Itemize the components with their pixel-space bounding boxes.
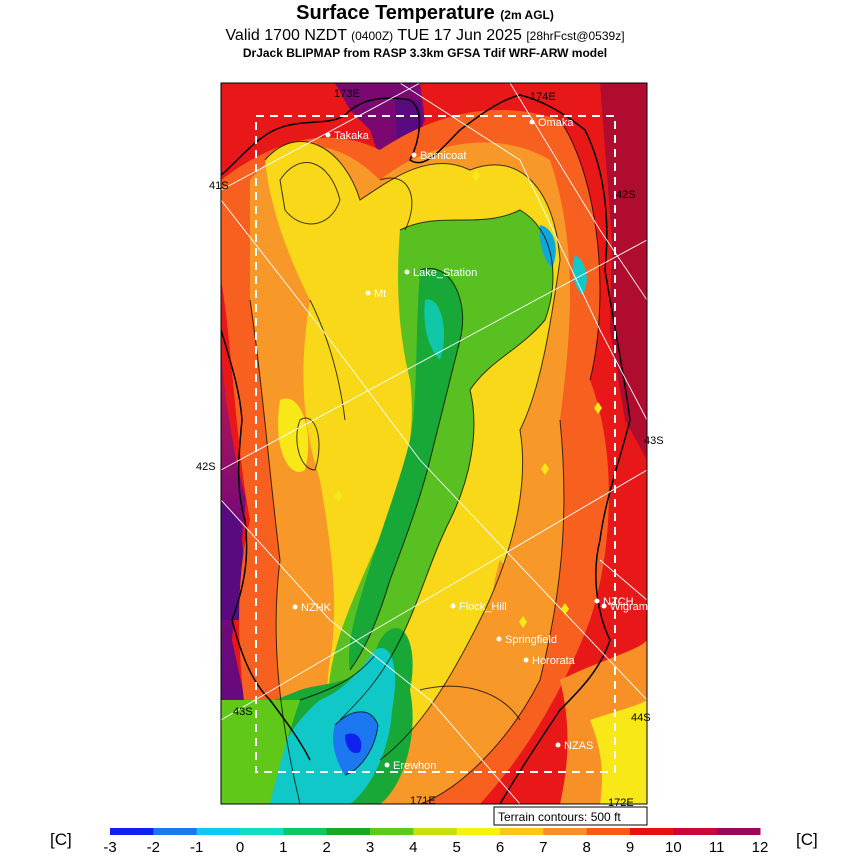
place-dot: [529, 119, 535, 125]
colorbar-ticks: -3 -2 -1 0 1 2 3 4 5 6 7 8 9 10 11 12: [103, 839, 768, 856]
colorbar-swatch: [326, 828, 371, 835]
terrain-note-box: [493, 806, 648, 826]
model-source: DrJack BLIPMAP from RASP 3.3km GFSA Tdif…: [242, 46, 608, 60]
place-dot: [411, 152, 417, 158]
southeast-yellow: [590, 700, 647, 804]
colorbar-swatch: [240, 828, 284, 835]
place-dot: [404, 269, 410, 275]
place-label: Omaka: [538, 117, 574, 129]
map-frame: [220, 82, 648, 805]
colorbar-swatch: [716, 828, 761, 835]
lat-label: 41S: [209, 180, 229, 192]
colorbar-tick-label: 8: [582, 839, 590, 856]
colorbar-swatch: [196, 828, 241, 835]
colorbar-tick-label: 9: [626, 839, 634, 856]
lon-label: 173E: [334, 88, 360, 100]
colorbar-tick-label: 3: [366, 839, 374, 856]
lon-label: 171E: [410, 795, 436, 807]
lon-label: 174E: [530, 91, 556, 103]
place-dot: [365, 290, 371, 296]
colorbar-tick-label: 10: [665, 839, 682, 856]
place-dot: [523, 657, 529, 663]
lat-label: 43S: [233, 706, 253, 718]
colorbar-tick-label: 7: [539, 839, 547, 856]
colorbar-tick-label: 6: [496, 839, 504, 856]
colorbar-swatch: [673, 828, 718, 835]
place-dot: [325, 132, 331, 138]
colorbar-swatch: [500, 828, 544, 835]
alps-cyan-3: [572, 255, 587, 295]
place-dot: [594, 598, 600, 604]
place-dot: [496, 636, 502, 642]
place-dot: [292, 604, 298, 610]
colorbar-tick-label: 5: [452, 839, 460, 856]
place-label: Wigram: [610, 601, 648, 613]
place-label: Flock_Hill: [459, 601, 507, 613]
alps-deepgreen: [349, 268, 463, 670]
place-label: Mt: [374, 288, 386, 300]
place-label: Hororata: [532, 655, 576, 667]
terrain-note: Terrain contours: 500 ft: [498, 810, 621, 824]
place-dot: [384, 762, 390, 768]
place-label: Lake_Station: [413, 267, 477, 279]
south-alps-cyan: [260, 648, 396, 804]
place-label: Takaka: [334, 130, 370, 142]
colorbar-tick-label: -1: [190, 839, 203, 856]
place-markers: Takaka Barnicoat Omaka Lake_Station Mt N…: [292, 117, 648, 772]
lat-label: 42S: [616, 189, 636, 201]
place-label: NZAS: [564, 740, 593, 752]
place-label: Barnicoat: [420, 150, 466, 162]
place-label: Springfield: [505, 634, 557, 646]
colorbar-tick-label: 12: [752, 839, 769, 856]
colorbar-tick-label: 11: [709, 839, 725, 856]
unit-label-right: [C]: [796, 830, 818, 849]
coastline-west: [221, 329, 311, 761]
east-coast-deep: [600, 83, 647, 460]
lon-label: 172E: [608, 797, 634, 809]
colorbar-tick-label: 1: [279, 839, 287, 856]
colorbar-tick-label: 2: [322, 839, 330, 856]
map-field: [221, 83, 647, 804]
south-alps-darkblue: [345, 733, 362, 754]
map-title: Surface Temperature (2m AGL): [296, 2, 554, 24]
colorbar-swatch: [153, 828, 198, 835]
west-sea-deep: [221, 500, 246, 620]
colorbar-swatch: [370, 828, 414, 835]
colorbar-swatch: [110, 828, 154, 835]
southwest-green: [221, 700, 300, 804]
coastline-east: [221, 94, 631, 804]
west-sea: [221, 83, 250, 804]
terrain-contours: [249, 119, 601, 804]
colorbar-swatch: [630, 828, 674, 835]
colorbar-swatch: [543, 828, 588, 835]
colorbar: [110, 828, 761, 835]
colorbar-tick-label: -2: [147, 839, 160, 856]
place-label: Erewhon: [393, 760, 436, 772]
lat-label: 42S: [196, 461, 216, 473]
colorbar-swatch: [413, 828, 458, 835]
domain-border: [255, 115, 616, 773]
warm-diamonds: [334, 170, 602, 628]
place-dot: [555, 742, 561, 748]
colorbar-swatch: [283, 828, 328, 835]
place-label: NZCH: [603, 596, 634, 608]
place-label: NZHK: [301, 602, 332, 614]
valid-time: Valid 1700 NZDT (0400Z) TUE 17 Jun 2025 …: [225, 27, 625, 44]
yellow-patch-west: [278, 398, 309, 472]
unit-label-left: [C]: [50, 830, 72, 849]
colorbar-swatch: [586, 828, 631, 835]
lat-label: 43S: [644, 435, 664, 447]
alps-cyan-1: [424, 299, 445, 360]
colorbar-swatch: [456, 828, 501, 835]
lat-label: 44S: [631, 712, 651, 724]
colorbar-tick-label: 4: [409, 839, 417, 856]
place-dot: [601, 603, 607, 609]
graticule: [221, 83, 647, 804]
place-dot: [450, 603, 456, 609]
colorbar-tick-label: -3: [103, 839, 116, 856]
colorbar-tick-label: 0: [236, 839, 244, 856]
